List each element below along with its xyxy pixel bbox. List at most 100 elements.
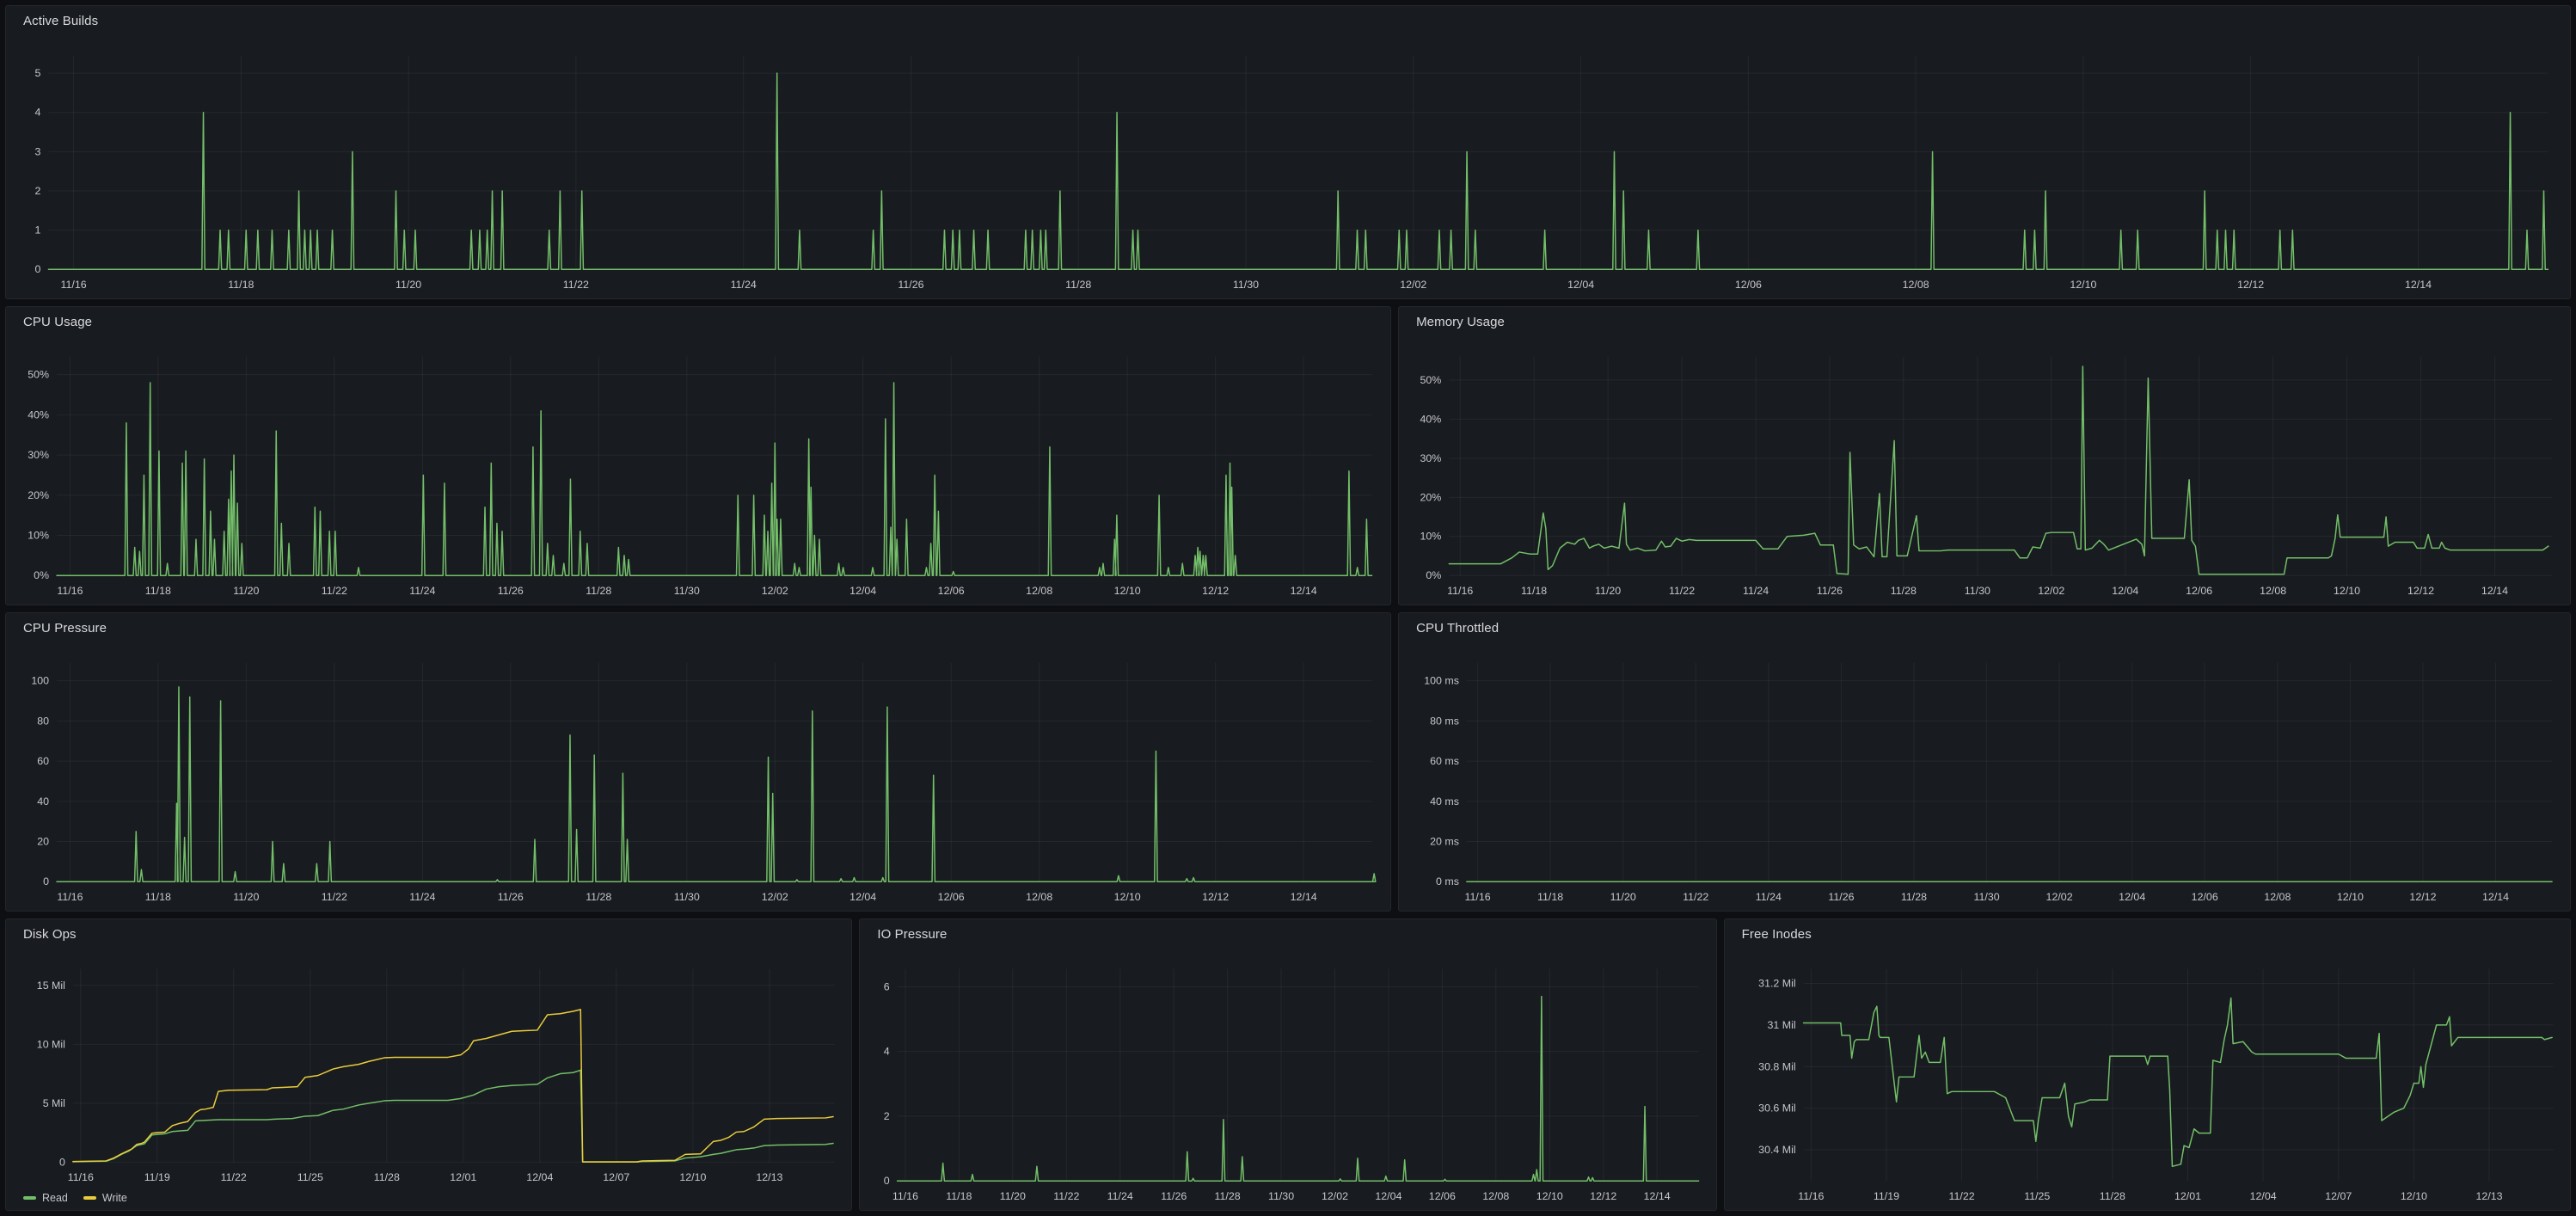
- svg-text:50%: 50%: [1420, 374, 1442, 386]
- svg-text:4: 4: [884, 1046, 890, 1058]
- svg-text:11/18: 11/18: [145, 891, 171, 903]
- svg-text:11/24: 11/24: [409, 585, 435, 597]
- svg-text:12/06: 12/06: [938, 891, 965, 903]
- svg-text:11/26: 11/26: [498, 585, 524, 597]
- svg-text:60: 60: [37, 755, 49, 767]
- chart-io-pressure[interactable]: 11/16 11/18 11/20 11/22 11/24 11/26 11/28 11/30…: [860, 919, 1715, 1210]
- svg-text:6: 6: [884, 980, 890, 992]
- svg-text:11/20: 11/20: [1610, 891, 1636, 903]
- panel-title-cpu-usage[interactable]: CPU Usage: [23, 315, 93, 329]
- dashboard-row-3: CPU Pressure 11/16 11/18 11/20 11/22 11/24 11…: [5, 612, 2571, 912]
- legend-item-read[interactable]: Read: [23, 1192, 68, 1204]
- svg-text:12/01: 12/01: [450, 1171, 476, 1183]
- legend: Read Write: [23, 1192, 127, 1204]
- svg-text:12/12: 12/12: [2410, 891, 2437, 903]
- chart-active-builds[interactable]: 11/16 11/18 11/20 11/22 11/24 11/26 11/28 11/30…: [6, 6, 2570, 298]
- svg-text:11/26: 11/26: [1817, 585, 1843, 597]
- svg-text:12/02: 12/02: [2038, 585, 2064, 597]
- svg-text:12/12: 12/12: [1202, 585, 1229, 597]
- chart-memory-usage[interactable]: 11/16 11/18 11/20 11/22 11/24 11/26 11/28 11/30…: [1399, 307, 2570, 605]
- svg-text:11/30: 11/30: [1233, 279, 1259, 291]
- panel-title-cpu-throttled[interactable]: CPU Throttled: [1416, 621, 1500, 636]
- svg-text:11/18: 11/18: [947, 1190, 972, 1202]
- panel-title-disk-ops[interactable]: Disk Ops: [23, 927, 77, 942]
- svg-text:12/10: 12/10: [1114, 891, 1141, 903]
- svg-text:11/16: 11/16: [1798, 1190, 1824, 1202]
- svg-text:11/28: 11/28: [374, 1171, 400, 1183]
- svg-text:0: 0: [35, 263, 41, 275]
- svg-text:11/28: 11/28: [1065, 279, 1091, 291]
- chart-cpu-usage[interactable]: 11/16 11/18 11/20 11/22 11/24 11/26 11/28 11/30…: [6, 307, 1390, 605]
- svg-text:0: 0: [59, 1156, 65, 1168]
- svg-text:12/08: 12/08: [1026, 891, 1052, 903]
- svg-text:11/18: 11/18: [1537, 891, 1563, 903]
- chart-cpu-throttled[interactable]: 11/16 11/18 11/20 11/22 11/24 11/26 11/28 11/30…: [1399, 613, 2570, 911]
- svg-text:11/24: 11/24: [1107, 1190, 1133, 1202]
- svg-text:12/14: 12/14: [2405, 279, 2432, 291]
- svg-text:12/04: 12/04: [2119, 891, 2145, 903]
- svg-text:11/30: 11/30: [674, 585, 700, 597]
- svg-text:12/12: 12/12: [2237, 279, 2264, 291]
- svg-text:40 ms: 40 ms: [1430, 795, 1459, 808]
- svg-text:11/22: 11/22: [322, 891, 347, 903]
- svg-text:11/19: 11/19: [1874, 1190, 1899, 1202]
- svg-text:11/16: 11/16: [68, 1171, 94, 1183]
- legend-swatch-write-icon: [83, 1196, 96, 1200]
- svg-text:11/30: 11/30: [674, 891, 700, 903]
- panel-disk-ops: Disk Ops 11/16 11/19 11/22 11/25 11/28 12/01 1…: [5, 918, 853, 1211]
- svg-text:0: 0: [43, 875, 49, 887]
- panel-title-cpu-pressure[interactable]: CPU Pressure: [23, 621, 107, 636]
- svg-text:0%: 0%: [34, 569, 49, 581]
- svg-text:11/24: 11/24: [409, 891, 435, 903]
- svg-text:12/10: 12/10: [1114, 585, 1141, 597]
- chart-disk-ops[interactable]: 11/16 11/19 11/22 11/25 11/28 12/01 12/04 12/07…: [6, 919, 851, 1210]
- dashboard-row-2: CPU Usage 11/16 11/18 11/20 11/22 11/24 11/26…: [5, 306, 2571, 605]
- svg-text:12/08: 12/08: [1903, 279, 1929, 291]
- chart-cpu-pressure[interactable]: 11/16 11/18 11/20 11/22 11/24 11/26 11/28 11/30…: [6, 613, 1390, 911]
- panel-title-free-inodes[interactable]: Free Inodes: [1741, 927, 1812, 942]
- svg-text:12/06: 12/06: [1429, 1190, 1456, 1202]
- panel-io-pressure: IO Pressure 11/16 11/18 11/20 11/22 11/24 11/…: [859, 918, 1717, 1211]
- svg-text:20%: 20%: [1420, 491, 1442, 503]
- svg-text:11/18: 11/18: [145, 585, 171, 597]
- panel-title-active-builds[interactable]: Active Builds: [23, 14, 99, 28]
- svg-text:12/08: 12/08: [2260, 585, 2286, 597]
- panel-title-io-pressure[interactable]: IO Pressure: [877, 927, 948, 942]
- svg-text:0 ms: 0 ms: [1436, 875, 1459, 887]
- panel-title-memory-usage[interactable]: Memory Usage: [1416, 315, 1505, 329]
- svg-text:12/08: 12/08: [1483, 1190, 1510, 1202]
- svg-text:12/04: 12/04: [1567, 279, 1594, 291]
- svg-text:12/06: 12/06: [2192, 891, 2218, 903]
- svg-text:20%: 20%: [28, 489, 49, 501]
- legend-label-read: Read: [42, 1192, 68, 1204]
- legend-item-write[interactable]: Write: [83, 1192, 127, 1204]
- svg-text:3: 3: [35, 145, 41, 157]
- svg-text:11/25: 11/25: [297, 1171, 323, 1183]
- svg-text:11/28: 11/28: [1215, 1190, 1241, 1202]
- svg-text:11/22: 11/22: [221, 1171, 247, 1183]
- svg-text:12/04: 12/04: [1376, 1190, 1402, 1202]
- svg-text:12/10: 12/10: [2401, 1190, 2427, 1202]
- svg-text:12/12: 12/12: [1202, 891, 1229, 903]
- svg-text:12/14: 12/14: [1291, 585, 1317, 597]
- svg-text:12/13: 12/13: [2475, 1190, 2502, 1202]
- svg-text:11/28: 11/28: [2099, 1190, 2125, 1202]
- svg-text:12/12: 12/12: [1591, 1190, 1617, 1202]
- svg-text:11/26: 11/26: [1828, 891, 1854, 903]
- panel-cpu-throttled: CPU Throttled 11/16 11/18 11/20 11/22 11/24 1…: [1398, 612, 2571, 912]
- svg-text:11/20: 11/20: [233, 891, 259, 903]
- svg-text:40: 40: [37, 795, 49, 808]
- svg-text:30.8 Mil: 30.8 Mil: [1758, 1060, 1795, 1072]
- svg-text:2: 2: [884, 1110, 890, 1122]
- svg-text:12/02: 12/02: [762, 891, 788, 903]
- svg-text:11/24: 11/24: [1756, 891, 1782, 903]
- svg-text:0: 0: [884, 1175, 890, 1187]
- svg-text:12/12: 12/12: [2407, 585, 2434, 597]
- svg-text:1: 1: [35, 224, 41, 236]
- svg-text:20 ms: 20 ms: [1430, 835, 1459, 847]
- chart-free-inodes[interactable]: 11/16 11/19 11/22 11/25 11/28 12/01 12/04 12/07…: [1725, 919, 2570, 1210]
- svg-text:12/14: 12/14: [1291, 891, 1317, 903]
- svg-text:15 Mil: 15 Mil: [37, 980, 65, 992]
- svg-text:12/10: 12/10: [679, 1171, 706, 1183]
- svg-text:10%: 10%: [28, 529, 49, 541]
